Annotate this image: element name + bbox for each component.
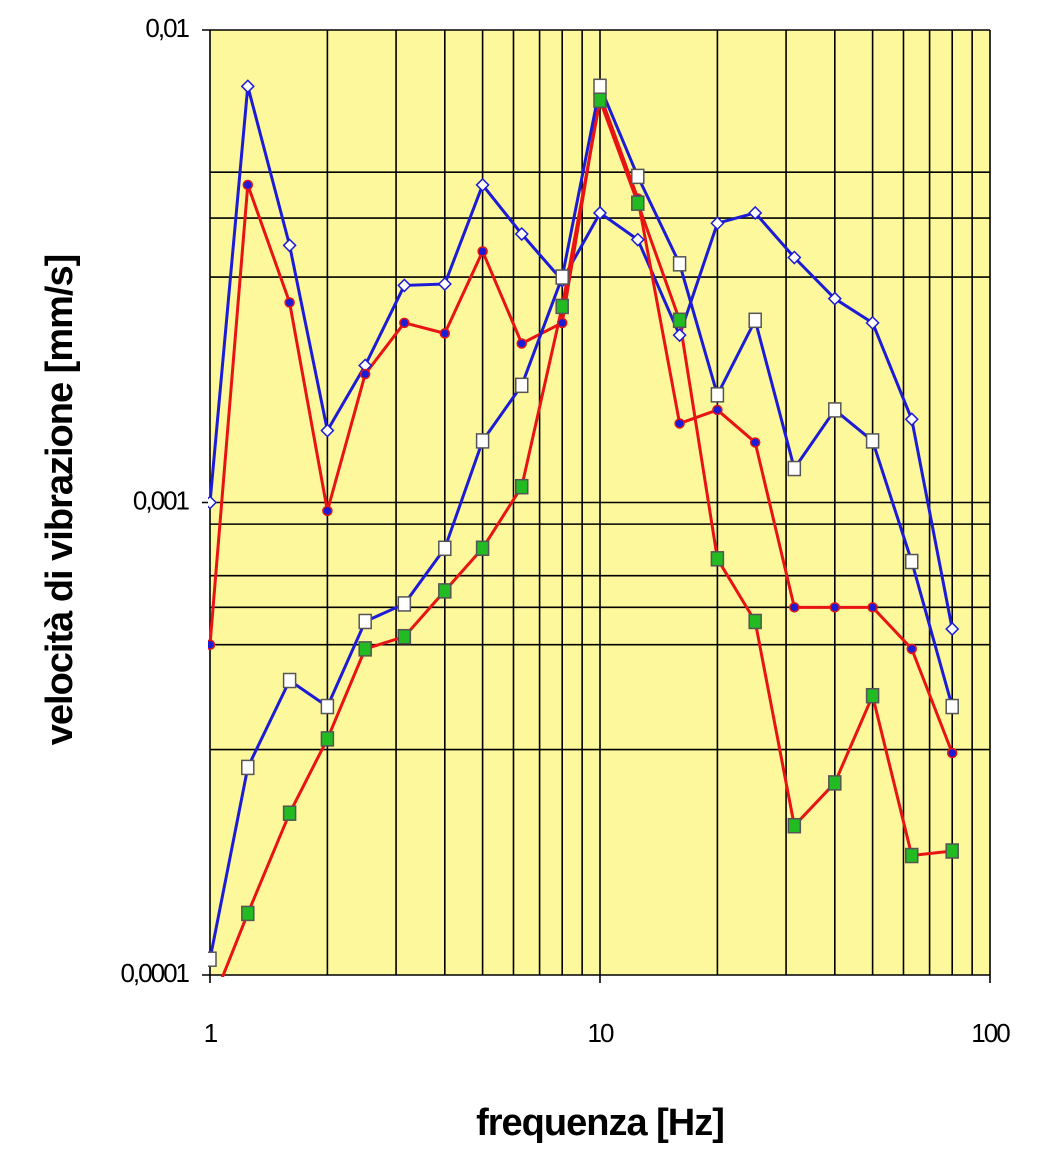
marker bbox=[672, 328, 687, 343]
marker bbox=[867, 602, 878, 613]
marker bbox=[397, 628, 412, 645]
marker bbox=[242, 179, 254, 191]
x-tick-label: 100 bbox=[971, 1018, 1010, 1048]
marker bbox=[477, 246, 488, 257]
marker bbox=[593, 92, 607, 109]
marker bbox=[516, 338, 527, 349]
marker bbox=[631, 195, 645, 211]
marker bbox=[748, 205, 763, 221]
marker bbox=[282, 805, 297, 821]
marker bbox=[592, 205, 608, 221]
marker bbox=[475, 177, 490, 192]
marker bbox=[829, 602, 841, 613]
marker bbox=[358, 613, 372, 630]
marker bbox=[787, 817, 802, 834]
marker bbox=[241, 905, 255, 922]
y-tick-label: 0,01 bbox=[145, 13, 189, 43]
marker bbox=[827, 291, 842, 306]
marker bbox=[397, 596, 412, 612]
x-axis-title: frequenza [Hz] bbox=[476, 1102, 724, 1144]
marker bbox=[320, 423, 335, 438]
marker bbox=[787, 250, 802, 265]
y-tick-label: 0,0001 bbox=[120, 958, 189, 988]
marker bbox=[204, 1001, 216, 1015]
marker bbox=[320, 731, 335, 747]
marker bbox=[945, 621, 960, 637]
marker bbox=[748, 312, 762, 329]
marker bbox=[945, 843, 959, 859]
marker bbox=[555, 298, 569, 315]
y-tick-label: 0,001 bbox=[133, 485, 190, 515]
marker bbox=[712, 404, 723, 416]
marker bbox=[284, 297, 295, 308]
marker bbox=[208, 951, 217, 967]
marker bbox=[946, 747, 958, 759]
marker bbox=[748, 613, 762, 630]
marker bbox=[593, 78, 607, 95]
marker bbox=[865, 433, 880, 449]
marker bbox=[710, 387, 725, 403]
marker bbox=[208, 495, 218, 510]
marker bbox=[904, 412, 919, 427]
marker bbox=[865, 687, 880, 704]
marker bbox=[787, 460, 802, 477]
marker bbox=[514, 377, 529, 394]
marker bbox=[672, 312, 687, 329]
marker bbox=[320, 698, 335, 715]
marker bbox=[397, 278, 412, 293]
marker bbox=[904, 553, 919, 570]
marker bbox=[789, 602, 800, 613]
marker bbox=[904, 847, 919, 864]
marker bbox=[208, 639, 216, 650]
marker bbox=[710, 216, 725, 231]
x-tick-label: 10 bbox=[588, 1018, 614, 1048]
marker bbox=[322, 505, 333, 517]
marker bbox=[241, 759, 255, 776]
marker bbox=[475, 433, 490, 449]
marker bbox=[514, 478, 529, 495]
marker bbox=[674, 418, 685, 429]
y-axis-title: velocità di vibrazione [mm/s] bbox=[39, 255, 81, 745]
marker bbox=[556, 317, 568, 329]
marker bbox=[282, 238, 297, 253]
marker bbox=[514, 226, 529, 242]
marker bbox=[631, 168, 645, 185]
plot-series bbox=[204, 78, 960, 1015]
marker bbox=[828, 775, 842, 791]
marker bbox=[672, 256, 687, 272]
series-line bbox=[208, 84, 954, 960]
marker bbox=[555, 269, 569, 285]
marker bbox=[358, 641, 372, 657]
marker bbox=[865, 315, 880, 330]
marker bbox=[240, 79, 255, 94]
marker bbox=[630, 232, 645, 247]
marker bbox=[437, 276, 452, 292]
marker bbox=[906, 643, 917, 655]
marker bbox=[710, 551, 725, 567]
marker bbox=[439, 328, 451, 339]
marker bbox=[359, 368, 371, 380]
marker bbox=[749, 437, 761, 448]
marker bbox=[945, 698, 959, 715]
marker bbox=[475, 540, 490, 557]
marker bbox=[438, 583, 452, 599]
marker bbox=[399, 317, 410, 329]
marker bbox=[282, 672, 297, 689]
series-line bbox=[208, 84, 954, 630]
marker bbox=[438, 540, 452, 557]
marker bbox=[828, 402, 842, 418]
x-tick-label: 1 bbox=[204, 1018, 218, 1048]
